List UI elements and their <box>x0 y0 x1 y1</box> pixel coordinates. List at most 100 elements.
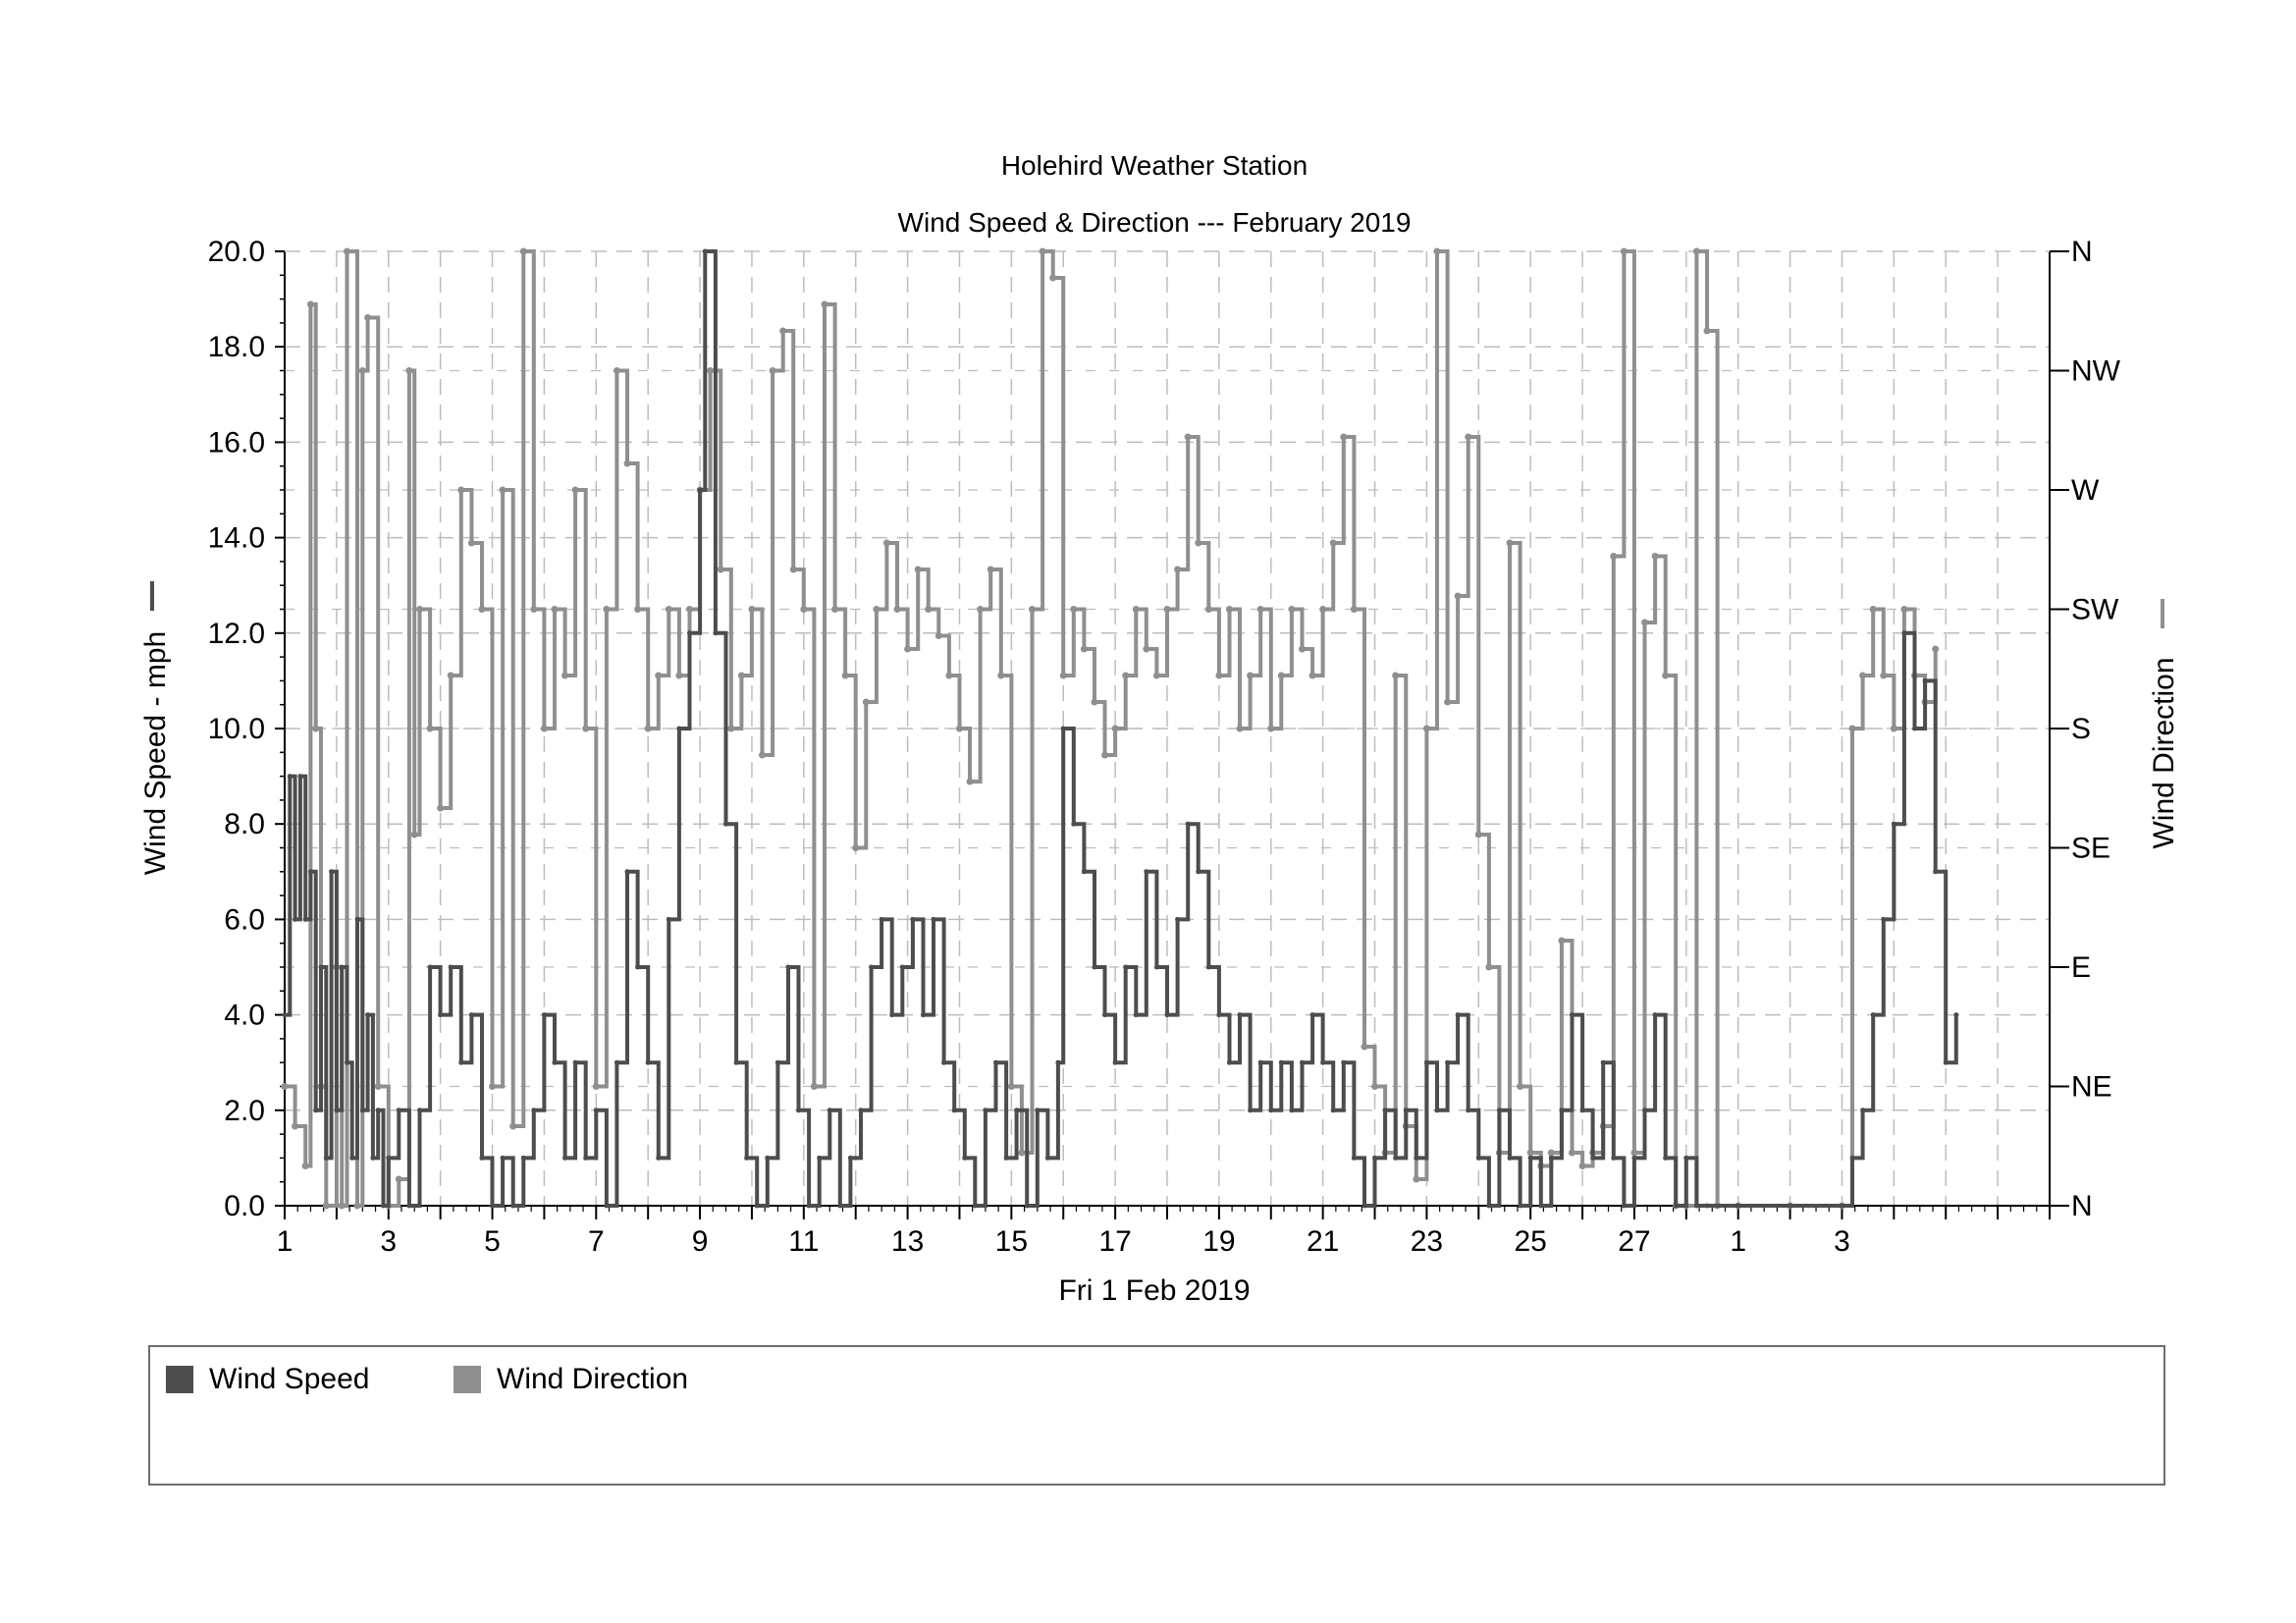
wind-direction-point <box>306 300 314 308</box>
wind-direction-point <box>519 247 527 255</box>
wind-direction-point <box>748 606 756 613</box>
wind-direction-point <box>841 672 849 679</box>
y-axis-right-label-group: Wind Direction <box>2148 657 2180 848</box>
wind-direction-point <box>925 606 933 613</box>
wind-direction-point <box>1236 725 1244 732</box>
wind-direction-point <box>592 1083 600 1090</box>
wind-direction-point <box>1174 566 1182 573</box>
wind-speed-point <box>1466 1108 1471 1113</box>
wind-speed-point <box>1299 1059 1305 1065</box>
x-tick-label: 1 <box>1730 1225 1746 1258</box>
wind-direction-point <box>1651 553 1659 560</box>
wind-speed-series <box>282 248 1959 1209</box>
wind-speed-point <box>951 1108 957 1113</box>
wind-speed-point <box>359 1108 365 1113</box>
wind-direction-point <box>281 1083 289 1090</box>
x-tick-label: 15 <box>995 1225 1028 1258</box>
wind-direction-point <box>1413 1175 1420 1183</box>
wind-speed-point <box>552 1059 558 1065</box>
wind-direction-point <box>509 1122 517 1130</box>
wind-speed-point <box>1320 1059 1326 1065</box>
wind-direction-point <box>437 804 445 812</box>
wind-speed-point <box>1309 1012 1315 1018</box>
wind-direction-point <box>571 486 579 494</box>
wind-direction-point <box>1101 751 1109 759</box>
wind-speed-point <box>1216 1012 1222 1018</box>
x-tick-label: 9 <box>692 1225 709 1258</box>
wind-speed-point <box>1144 869 1149 875</box>
wind-speed-point <box>1901 630 1907 636</box>
wind-direction-point <box>1880 672 1888 679</box>
wind-direction-point <box>1422 725 1430 732</box>
wind-speed-point <box>920 1012 926 1018</box>
wind-direction-point <box>1371 1083 1379 1090</box>
wind-speed-point <box>827 1108 832 1113</box>
wind-speed-point <box>806 1203 812 1209</box>
wind-direction-point <box>540 725 548 732</box>
wind-speed-point <box>1341 1059 1347 1065</box>
wind-direction-point <box>1703 327 1711 335</box>
wind-direction-point <box>623 460 631 467</box>
x-tick-label: 1 <box>277 1225 294 1258</box>
wind-direction-point <box>613 367 620 374</box>
wind-speed-point <box>1642 1108 1648 1113</box>
wind-direction-point <box>343 247 350 255</box>
y-axis-left-label: Wind Speed - mph <box>139 631 172 875</box>
wind-speed-point <box>1590 1155 1596 1161</box>
wind-direction-point <box>862 698 870 706</box>
wind-speed-point <box>1330 1108 1336 1113</box>
x-tick-label: 5 <box>484 1225 501 1258</box>
wind-speed-point <box>583 1155 589 1161</box>
wind-speed-point <box>1205 964 1211 970</box>
wind-direction-point <box>655 672 663 679</box>
wind-direction-point <box>457 486 465 494</box>
wind-speed-point <box>1014 1108 1020 1113</box>
wind-speed-point <box>1024 1203 1030 1209</box>
wind-direction-point <box>1143 645 1150 653</box>
x-tick-label: 3 <box>380 1225 397 1258</box>
wind-speed-point <box>962 1155 968 1161</box>
wind-speed-point <box>1735 1203 1741 1209</box>
wind-speed-point <box>1044 1155 1050 1161</box>
wind-speed-point <box>697 487 703 493</box>
wind-direction-point <box>904 645 912 653</box>
wind-direction-point <box>603 606 611 613</box>
wind-direction-point <box>1547 1149 1555 1157</box>
wind-direction-point <box>707 367 715 374</box>
y-left-tick-label: 8.0 <box>224 808 265 840</box>
wind-direction-point <box>582 725 590 732</box>
wind-direction-point <box>893 606 901 613</box>
wind-speed-point <box>1382 1108 1388 1113</box>
wind-direction-point <box>447 672 454 679</box>
wind-direction-point <box>1526 1149 1534 1157</box>
wind-speed-point <box>1611 1155 1617 1161</box>
wind-speed-point <box>1693 1203 1699 1209</box>
wind-speed-point <box>302 916 308 922</box>
chart-subtitle: Wind Speed & Direction --- February 2019 <box>898 207 1412 238</box>
wind-speed-point <box>1175 916 1181 922</box>
y-left-tick-label: 10.0 <box>208 713 265 745</box>
wind-direction-point <box>997 672 1005 679</box>
wind-speed-point <box>879 916 884 922</box>
wind-speed-point <box>702 248 708 254</box>
wind-direction-point <box>1506 539 1514 547</box>
chart-title: Holehird Weather Station <box>1001 150 1308 181</box>
wind-direction-point <box>292 1122 299 1130</box>
wind-direction-point <box>374 1083 382 1090</box>
wind-speed-point <box>1423 1059 1429 1065</box>
x-tick-label: 7 <box>588 1225 605 1258</box>
wind-speed-point <box>438 1012 444 1018</box>
wind-speed-point <box>1257 1059 1263 1065</box>
wind-speed-point <box>899 964 905 970</box>
x-tick-label: 3 <box>1834 1225 1850 1258</box>
wind-direction-point <box>644 725 652 732</box>
wind-speed-point <box>941 1059 947 1065</box>
wind-direction-point <box>364 314 372 321</box>
wind-speed-point <box>1455 1012 1461 1018</box>
wind-direction-point <box>1256 606 1264 613</box>
wind-speed-point <box>796 1108 802 1113</box>
wind-speed-point <box>1185 821 1191 827</box>
wind-direction-point <box>358 367 366 374</box>
x-tick-label: 17 <box>1098 1225 1131 1258</box>
